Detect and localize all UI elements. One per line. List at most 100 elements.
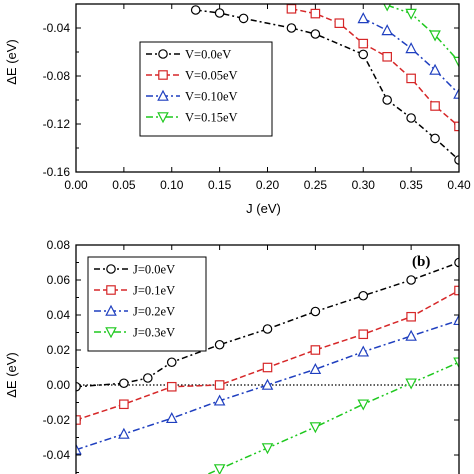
legend-marker-1: [158, 49, 168, 59]
x-tick-label: 0.10: [160, 178, 184, 192]
data-point: [453, 56, 459, 68]
data-point: [309, 422, 322, 434]
y-axis-label: ΔE (eV): [4, 352, 19, 398]
data-point: [358, 38, 369, 49]
data-point: [214, 380, 225, 390]
data-point: [405, 8, 417, 20]
data-point: [358, 329, 369, 340]
data-point: [119, 399, 129, 410]
legend-marker-3: [157, 89, 169, 101]
data-point: [430, 101, 440, 111]
data-point: [262, 324, 273, 334]
legend-label-3: V=0.10eV: [185, 90, 238, 104]
legend-marker-3: [105, 304, 117, 316]
legend-label-1: V=0.0eV: [185, 48, 231, 62]
data-point: [143, 373, 153, 383]
plot-frame: [75, 3, 460, 173]
legend-marker-2: [106, 285, 116, 295]
panel-tag: (b): [412, 254, 430, 270]
data-point: [310, 29, 321, 39]
data-point: [406, 73, 416, 84]
data-point: [430, 133, 440, 144]
legend-label-3: J=0.2eV: [133, 305, 175, 319]
data-point: [166, 357, 177, 368]
y-tick-label: -0.04: [43, 448, 71, 462]
data-point: [429, 30, 441, 42]
plot-area: [190, 4, 459, 165]
series-line-4: [386, 4, 459, 63]
legend-marker-2: [158, 70, 168, 80]
y-tick-label: -0.08: [43, 69, 71, 83]
data-point: [429, 63, 441, 75]
x-tick-label: 0.00: [64, 178, 88, 192]
y-tick-label: -0.16: [43, 165, 71, 179]
data-point: [358, 290, 369, 301]
data-point: [357, 12, 370, 24]
y-tick-label: 0.06: [47, 273, 71, 287]
panel-b-chart: 0.08 0.06 0.04 0.02 0.00 -0.02 -0.04 ΔE (eV) J=0…: [4, 238, 460, 474]
data-point: [334, 18, 345, 28]
series-line-1: [76, 261, 459, 388]
plot-area: [76, 257, 459, 474]
data-point: [358, 49, 369, 60]
data-point: [286, 4, 297, 14]
data-point: [453, 87, 459, 99]
y-tick-label: -0.12: [43, 117, 71, 131]
data-point: [310, 306, 321, 317]
data-point: [166, 381, 177, 392]
data-point: [406, 311, 416, 322]
data-point: [310, 345, 321, 355]
legend-label-2: J=0.1eV: [133, 284, 175, 298]
data-point: [357, 399, 370, 411]
data-point: [310, 8, 321, 19]
data-point: [165, 411, 178, 424]
data-point: [309, 362, 322, 375]
data-point: [238, 13, 249, 24]
data-point: [383, 4, 392, 12]
data-point: [405, 329, 417, 341]
data-point: [406, 275, 416, 285]
plot-frame: [75, 244, 460, 474]
x-tick-label: 0.35: [399, 178, 423, 192]
y-tick-label: -0.04: [43, 21, 71, 35]
data-point: [262, 362, 273, 373]
data-point: [453, 313, 459, 326]
data-point: [118, 427, 130, 439]
data-point: [76, 443, 82, 455]
y-tick-label: -0.02: [43, 413, 71, 427]
data-point: [119, 378, 129, 389]
x-tick-label: 0.05: [112, 178, 136, 192]
x-tick-label: 0.40: [447, 178, 471, 192]
y-tick-label: 0.00: [47, 378, 71, 392]
legend-marker-4: [157, 112, 169, 124]
data-point: [190, 5, 201, 15]
data-point: [405, 378, 417, 390]
data-point: [357, 345, 370, 357]
legend-label-1: J=0.0eV: [133, 263, 175, 277]
panel-a-chart: -0.04 -0.08 -0.12 -0.160.00 0.05 0.10 0.15 0.20…: [4, 3, 471, 216]
series-line-1: [195, 9, 459, 161]
legend-label-4: V=0.15eV: [185, 111, 238, 125]
x-tick-label: 0.15: [208, 178, 232, 192]
x-tick-label: 0.30: [352, 178, 376, 192]
x-tick-label: 0.20: [256, 178, 280, 192]
data-point: [382, 51, 392, 62]
data-point: [214, 339, 225, 350]
x-axis-label: J (eV): [246, 201, 281, 216]
legend-marker-1: [106, 264, 116, 274]
data-point: [261, 443, 274, 455]
data-point: [406, 113, 416, 123]
data-point: [213, 394, 226, 406]
legend-label-4: J=0.3eV: [133, 326, 175, 340]
data-point: [382, 95, 392, 105]
legend-marker-4: [105, 327, 117, 339]
y-axis-label: ΔE (eV): [4, 39, 19, 85]
data-point: [381, 24, 393, 36]
x-tick-label: 0.25: [304, 178, 328, 192]
data-point: [261, 378, 274, 390]
y-tick-label: 0.02: [47, 343, 71, 357]
y-tick-label: 0.04: [47, 308, 71, 322]
data-point: [214, 8, 225, 18]
data-point: [213, 464, 226, 474]
